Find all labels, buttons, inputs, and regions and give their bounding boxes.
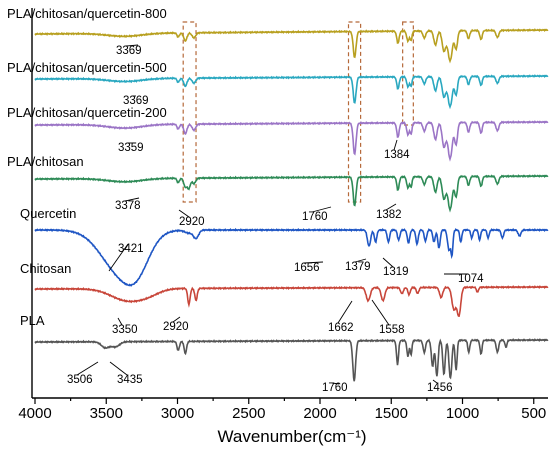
x-axis: 4000 3500 3000 2500 2000 1500 1000 500 bbox=[18, 8, 548, 422]
series-label: PLA/chitosan/quercetin-200 bbox=[7, 105, 167, 120]
peak-label: 3506 bbox=[67, 374, 93, 386]
spectra-curves bbox=[34, 28, 549, 382]
peak-label: 2920 bbox=[179, 216, 205, 228]
peak-arrow bbox=[382, 257, 394, 268]
highlight-band bbox=[402, 21, 414, 126]
peak-label: 1760 bbox=[302, 211, 328, 223]
x-tick-label: 3500 bbox=[90, 405, 123, 422]
peak-label: 1456 bbox=[427, 382, 453, 394]
series-line bbox=[34, 337, 549, 382]
peak-arrow bbox=[108, 243, 129, 272]
x-tick-label: 1000 bbox=[446, 405, 479, 422]
peak-arrow bbox=[354, 258, 367, 263]
peak-arrow bbox=[172, 316, 181, 323]
peak-arrow bbox=[178, 209, 190, 218]
highlight-bands bbox=[182, 21, 414, 203]
peak-label: 1379 bbox=[345, 261, 371, 273]
peak-arrow bbox=[393, 139, 398, 151]
peak-arrow bbox=[125, 44, 139, 47]
peak-arrow bbox=[109, 361, 128, 376]
peak-arrow bbox=[337, 300, 353, 324]
x-tick-label: 4000 bbox=[18, 405, 51, 422]
peak-arrow bbox=[371, 299, 390, 326]
series-label: PLA/chitosan/quercetin-800 bbox=[7, 6, 167, 21]
peak-arrow bbox=[432, 379, 438, 384]
peak-arrow bbox=[124, 197, 140, 202]
peak-label: 3369 bbox=[123, 95, 149, 107]
peak-arrow bbox=[76, 361, 99, 376]
peak-label: 3350 bbox=[112, 324, 138, 336]
series-label: PLA/chitosan/quercetin-500 bbox=[7, 60, 167, 75]
peak-arrow bbox=[385, 203, 397, 211]
x-tick-label: 1500 bbox=[375, 405, 408, 422]
peak-label: 3435 bbox=[117, 374, 143, 386]
peak-label: 1382 bbox=[376, 209, 402, 221]
peak-arrow bbox=[117, 317, 123, 326]
x-axis-title: Wavenumber(cm⁻¹) bbox=[217, 427, 366, 446]
peak-label: 3369 bbox=[116, 45, 142, 57]
series-line bbox=[34, 28, 549, 64]
peak-label: 1656 bbox=[294, 262, 320, 274]
x-tick-label: 3000 bbox=[161, 405, 194, 422]
peak-label: 1662 bbox=[328, 322, 354, 334]
peak-label: 3378 bbox=[115, 200, 141, 212]
series-label: PLA/chitosan bbox=[7, 154, 84, 169]
series-line bbox=[34, 120, 549, 162]
peak-label: 1558 bbox=[379, 324, 405, 336]
series-label: Quercetin bbox=[20, 206, 76, 221]
peak-label: 1760 bbox=[322, 382, 348, 394]
peak-label: 3359 bbox=[118, 142, 144, 154]
series-line bbox=[34, 174, 549, 213]
highlight-band bbox=[182, 21, 197, 203]
series-label: Chitosan bbox=[20, 261, 71, 276]
series-line bbox=[34, 74, 549, 110]
x-tick-label: 500 bbox=[521, 405, 546, 422]
curve-labels: PLA/chitosan/quercetin-800 PLA/chitosan/q… bbox=[7, 6, 167, 328]
peak-arrow bbox=[303, 261, 324, 264]
highlight-band bbox=[347, 21, 362, 203]
x-tick-label: 2000 bbox=[303, 405, 336, 422]
peak-label: 1384 bbox=[384, 149, 410, 161]
peak-label: 1319 bbox=[383, 266, 409, 278]
series-line bbox=[34, 227, 549, 287]
x-tick-label: 2500 bbox=[232, 405, 265, 422]
peak-annotations: 3369 3369 3359 1384 3378 2920 1760 1382 3421 1656… bbox=[67, 44, 484, 394]
series-line bbox=[34, 284, 549, 318]
peak-label: 1074 bbox=[458, 273, 484, 285]
peak-label: 3421 bbox=[118, 243, 144, 255]
peak-label: 2920 bbox=[163, 321, 189, 333]
peak-arrow bbox=[311, 206, 332, 213]
peak-arrow bbox=[331, 382, 340, 385]
